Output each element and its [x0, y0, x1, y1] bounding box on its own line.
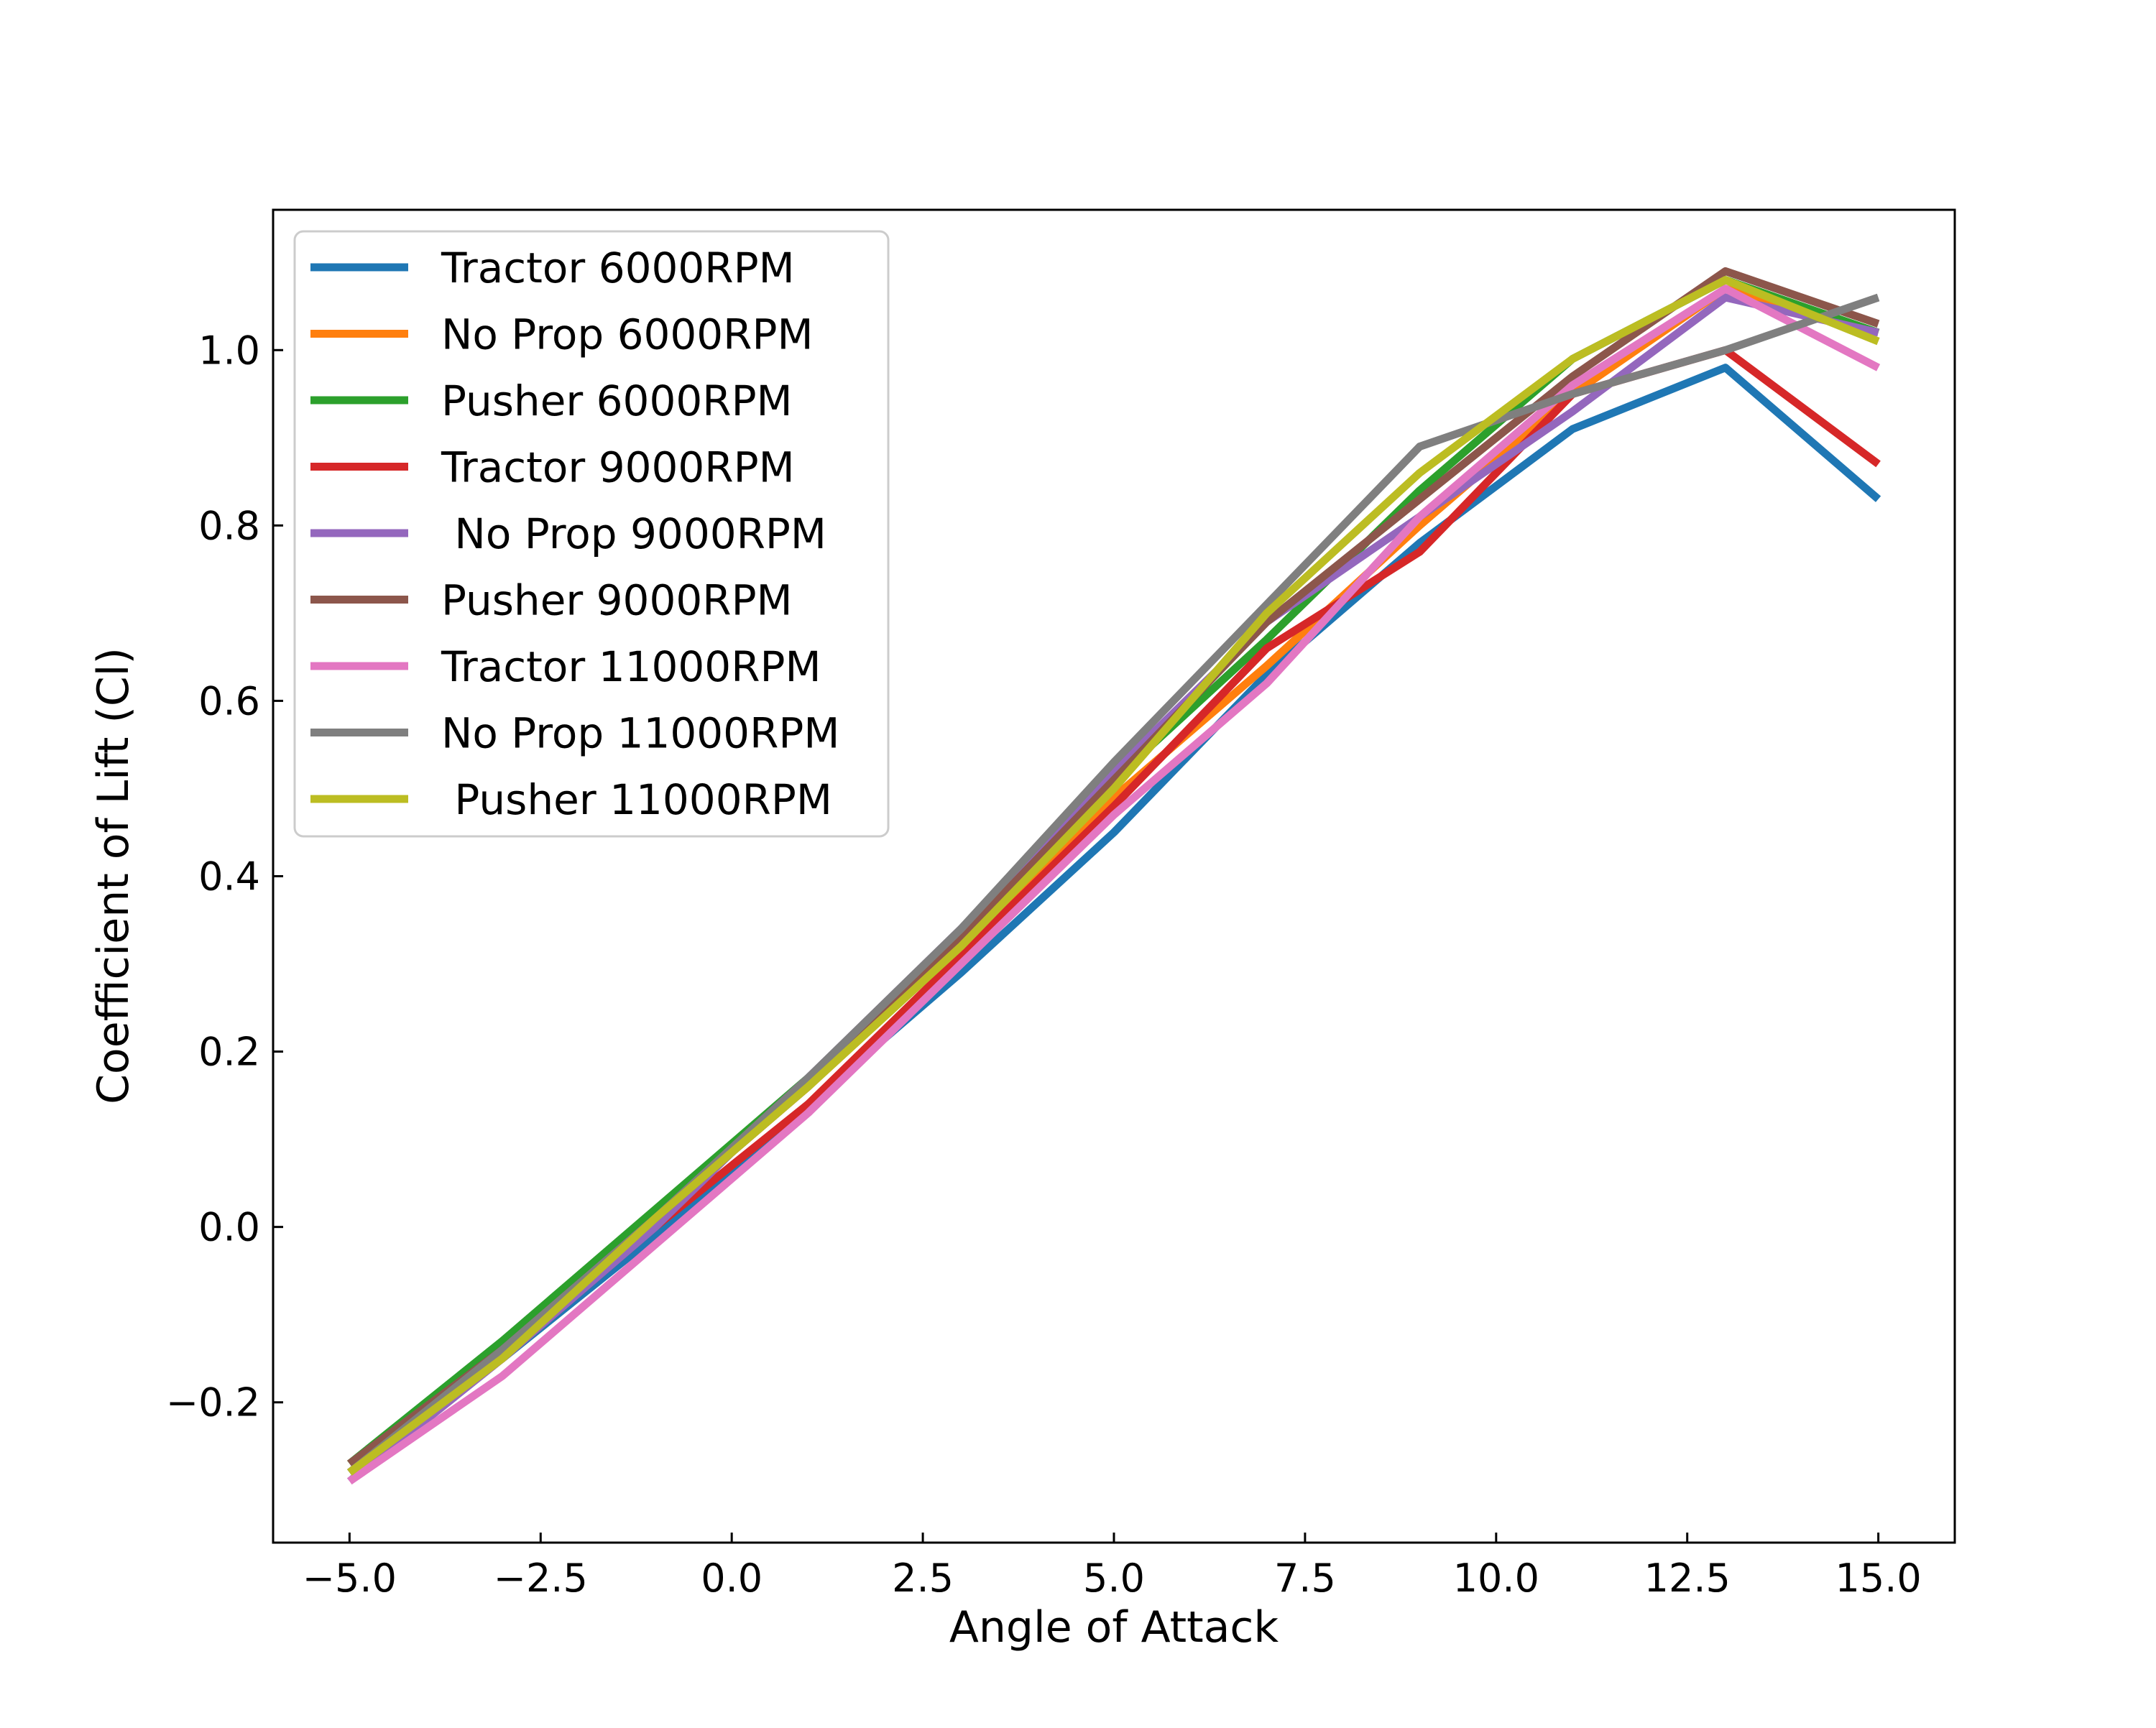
- legend-label-5: Pusher 9000RPM: [441, 576, 793, 625]
- y-tick-label: 0.6: [198, 678, 260, 724]
- legend-items: Tractor 6000RPM No Prop 6000RPM Pusher 600…: [310, 244, 839, 824]
- x-axis-ticks: −5.0 −2.5 0.0 2.5 5.0 7.5 10.0 12.5 15.0: [303, 1533, 1922, 1601]
- series-line-4: [346, 293, 1879, 1484]
- y-axis-ticks: −0.2 0.0 0.2 0.4 0.6 0.8 1.0: [166, 328, 283, 1426]
- legend-label-6: Tractor 11000RPM: [441, 642, 821, 691]
- y-tick-label: 0.2: [198, 1030, 260, 1075]
- x-tick-label: 5.0: [1083, 1556, 1145, 1601]
- legend-label-2: Pusher 6000RPM: [441, 376, 793, 425]
- legend-label-0: Tractor 6000RPM: [441, 244, 795, 292]
- x-tick-label: 2.5: [892, 1556, 954, 1601]
- series-line-6: [347, 285, 1881, 1485]
- y-axis-label: Coefficient of Lift (Cl): [88, 647, 139, 1104]
- series-line-0: [347, 364, 1881, 1476]
- x-tick-label: 15.0: [1835, 1556, 1922, 1601]
- legend-label-7: No Prop 11000RPM: [441, 709, 839, 758]
- legend-box: [293, 230, 890, 838]
- legend-label-1: No Prop 6000RPM: [441, 310, 814, 359]
- x-axis-label: Angle of Attack: [949, 1602, 1279, 1653]
- x-tick-label: 10.0: [1453, 1556, 1539, 1601]
- legend-label-4: No Prop 9000RPM: [441, 509, 826, 558]
- y-tick-label: 0.8: [198, 503, 260, 548]
- x-tick-label: 7.5: [1274, 1556, 1336, 1601]
- legend-label-3: Tractor 9000RPM: [441, 443, 795, 492]
- x-tick-label: 0.0: [701, 1556, 763, 1601]
- y-tick-label: 0.4: [198, 854, 260, 900]
- legend: Tractor 6000RPM No Prop 6000RPM Pusher 600…: [293, 230, 890, 838]
- y-tick-label: −0.2: [166, 1380, 260, 1426]
- x-tick-label: −2.5: [494, 1556, 588, 1601]
- series-lines: [346, 267, 1881, 1485]
- x-tick-label: −5.0: [303, 1556, 397, 1601]
- legend-label-8: Pusher 11000RPM: [441, 775, 832, 824]
- y-tick-label: 1.0: [198, 328, 260, 373]
- x-tick-label: 12.5: [1644, 1556, 1731, 1601]
- series-line-8: [347, 276, 1880, 1476]
- y-tick-label: 0.0: [198, 1205, 260, 1250]
